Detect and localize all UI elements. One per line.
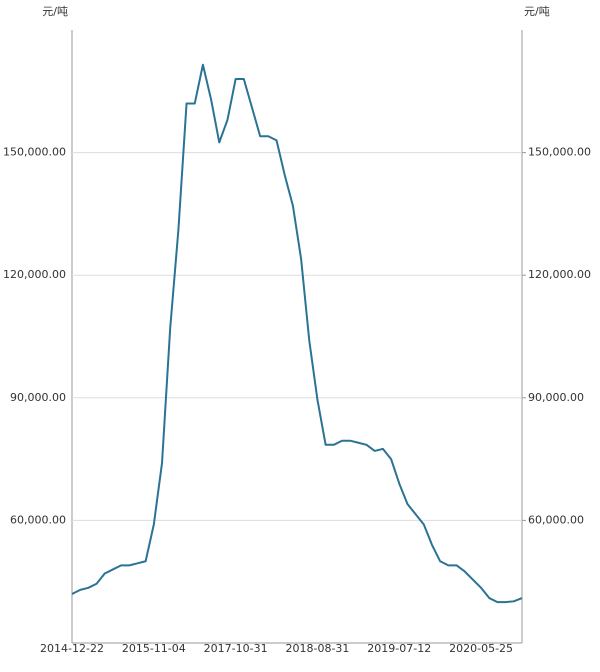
y2-tick-label: 90,000.00 <box>528 391 584 404</box>
y-tick-label: 120,000.00 <box>3 268 66 281</box>
y-tick-label: 150,000.00 <box>3 146 66 159</box>
x-tick-label: 2014-12-22 <box>40 642 104 655</box>
line <box>71 63 523 604</box>
y2-tick-label: 120,000.00 <box>528 268 591 281</box>
y2-axis-label: 元/吨 <box>524 5 550 18</box>
x-tick-label: 2020-05-25 <box>449 642 513 655</box>
x-tick-label: 2018-08-31 <box>285 642 349 655</box>
x-tick-label: 2015-11-04 <box>122 642 186 655</box>
y-tick-label: 90,000.00 <box>10 391 66 404</box>
y2-tick-label: 60,000.00 <box>528 513 584 526</box>
y-tick-label: 60,000.00 <box>10 513 66 526</box>
y2-tick-label: 150,000.00 <box>528 146 591 159</box>
x-tick-label: 2017-10-31 <box>204 642 268 655</box>
y-axis-label: 元/吨 <box>42 5 68 18</box>
x-tick-label: 2019-07-12 <box>367 642 431 655</box>
